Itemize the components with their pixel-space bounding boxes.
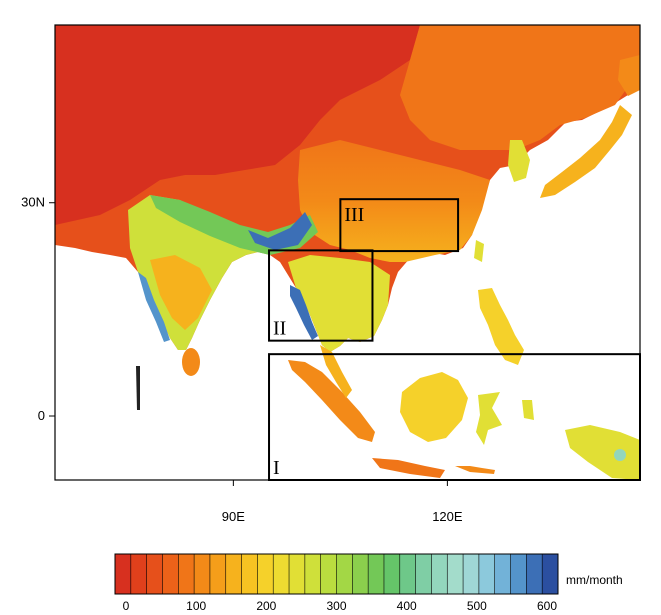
colorbar-swatch [289, 554, 306, 594]
colorbar-swatch [399, 554, 416, 594]
lon-tick-label: 120E [432, 509, 463, 524]
colorbar-swatch [478, 554, 496, 594]
borneo [400, 372, 468, 442]
colorbar-swatch [510, 554, 527, 594]
sumatra [288, 360, 375, 442]
colorbar-swatch [209, 554, 227, 594]
colorbar-tick-label: 0 [123, 599, 130, 613]
colorbar-swatch [415, 554, 432, 594]
colorbar-swatch [447, 554, 464, 594]
colorbar-swatch [494, 554, 511, 594]
region-box-III [339, 198, 460, 253]
east-asia [298, 140, 490, 262]
lat-tick-label: 0 [38, 408, 45, 423]
hokkaido [618, 55, 640, 96]
indochina [288, 255, 390, 352]
colorbar-tick-label: 100 [186, 599, 206, 613]
colorbar-unit-label: mm/month [566, 573, 623, 587]
colorbar-swatch [336, 554, 353, 594]
colorbar: 0 100 200 300 400 500 600 [114, 553, 559, 613]
colorbar-swatch [304, 554, 321, 594]
colorbar-swatch [320, 554, 337, 594]
lesser-sunda [455, 466, 495, 474]
colorbar-swatch [257, 554, 274, 594]
colorbar-swatch [463, 554, 480, 594]
lat-tick-label: 30N [21, 195, 45, 210]
colorbar-frame [114, 553, 559, 595]
colorbar-swatch [542, 554, 559, 594]
sulawesi [476, 392, 502, 445]
korea [508, 140, 530, 182]
colorbar-tick-label: 300 [326, 599, 346, 613]
axis-ticks: 30N 0 90E 120E [21, 195, 463, 524]
colorbar-swatch [368, 554, 385, 594]
colorbar-swatch [225, 554, 242, 594]
colorbar-tick-label: 600 [537, 599, 557, 613]
halmahera [522, 400, 534, 420]
colorbar-swatch [130, 554, 147, 594]
colorbar-tick-label: 400 [397, 599, 417, 613]
colorbar-swatch [162, 554, 179, 594]
central-asia [55, 25, 420, 225]
myanmar-coast-wet [290, 285, 318, 340]
colorbar-swatch [383, 554, 401, 594]
lon-tick-label: 90E [222, 509, 245, 524]
colorbar-tick-label: 500 [467, 599, 487, 613]
northeast-asia [400, 25, 640, 150]
colorbar-swatch [273, 554, 290, 594]
himalaya-very-wet [248, 212, 312, 250]
region-label-II: II [273, 318, 286, 340]
malay-peninsula [320, 345, 352, 398]
sri-lanka [182, 348, 200, 376]
land-layer [55, 25, 640, 480]
colorbar-swatch [241, 554, 258, 594]
colorbar-swatch [526, 554, 543, 594]
colorbar-swatch [194, 554, 211, 594]
india-interior [150, 255, 212, 330]
taiwan [474, 240, 484, 262]
western-ghats-wet [138, 272, 170, 342]
java [372, 458, 445, 478]
region-box-I [268, 353, 641, 481]
new-guinea-wet [614, 449, 626, 461]
philippines [478, 288, 524, 365]
region-label-III: III [344, 204, 364, 226]
new-guinea [565, 425, 640, 480]
colorbar-swatch [115, 554, 132, 594]
andaman-islands [136, 366, 140, 410]
colorbar-swatch [431, 554, 448, 594]
region-label-I: I [273, 457, 280, 479]
colorbar-swatch [146, 554, 163, 594]
japan [540, 105, 632, 198]
colorbar-swatch [352, 554, 369, 594]
region-box-II [268, 249, 374, 342]
colorbar-tick-label: 200 [256, 599, 276, 613]
colorbar-swatch [178, 554, 195, 594]
